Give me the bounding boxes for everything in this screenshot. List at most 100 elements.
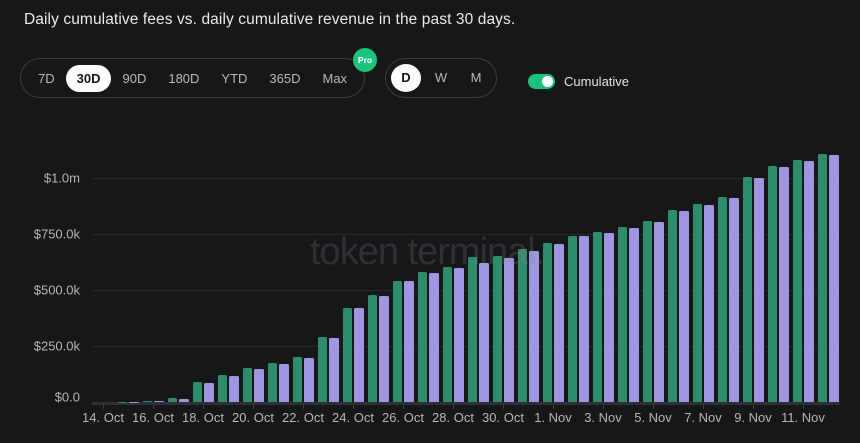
revenue-bar-4-nov[interactable] xyxy=(629,228,639,402)
x-tick-label: 5. Nov xyxy=(634,410,672,425)
revenue-bar-9-nov[interactable] xyxy=(754,178,764,402)
granularity-option-d[interactable]: D xyxy=(391,64,421,92)
fees-bar-5-nov[interactable] xyxy=(642,221,652,402)
x-tick xyxy=(803,404,804,409)
x-tick xyxy=(653,404,654,409)
x-tick xyxy=(453,404,454,409)
x-tick-label: 20. Oct xyxy=(232,410,274,425)
fees-bar-11-nov[interactable] xyxy=(792,160,802,402)
range-option-30d[interactable]: 30D xyxy=(65,64,112,92)
range-option-365d[interactable]: 365D xyxy=(258,65,311,92)
fees-bar-26-oct[interactable] xyxy=(392,280,402,402)
revenue-bar-23-oct[interactable] xyxy=(329,338,339,402)
fees-bar-22-oct[interactable] xyxy=(292,356,302,402)
x-tick xyxy=(353,404,354,409)
fees-bar-7-nov[interactable] xyxy=(692,203,702,402)
revenue-bar-28-oct[interactable] xyxy=(454,268,464,402)
fees-bar-23-oct[interactable] xyxy=(317,337,327,402)
plot-area xyxy=(92,142,840,402)
revenue-bar-19-oct[interactable] xyxy=(229,375,239,402)
fees-bar-16-oct[interactable] xyxy=(142,401,152,402)
y-tick-label: $500.0k xyxy=(33,282,80,298)
fees-bar-2-nov[interactable] xyxy=(567,235,577,402)
fees-bar-9-nov[interactable] xyxy=(742,177,752,402)
gridline xyxy=(92,234,840,235)
revenue-bar-11-nov[interactable] xyxy=(804,160,814,402)
pro-badge: Pro xyxy=(353,48,377,72)
revenue-bar-17-oct[interactable] xyxy=(179,399,189,402)
revenue-bar-18-oct[interactable] xyxy=(204,383,214,402)
x-tick-label: 16. Oct xyxy=(132,410,174,425)
x-tick-label: 30. Oct xyxy=(482,410,524,425)
revenue-bar-3-nov[interactable] xyxy=(604,233,614,402)
revenue-bar-22-oct[interactable] xyxy=(304,357,314,402)
cumulative-toggle[interactable] xyxy=(528,74,555,89)
fees-bar-8-nov[interactable] xyxy=(717,197,727,402)
revenue-bar-21-oct[interactable] xyxy=(279,363,289,402)
fees-bar-4-nov[interactable] xyxy=(617,227,627,402)
fees-bar-10-nov[interactable] xyxy=(767,166,777,402)
granularity-option-m[interactable]: M xyxy=(461,64,491,92)
range-option-90d[interactable]: 90D xyxy=(111,65,157,92)
y-tick-label: $0.0 xyxy=(54,389,80,405)
fees-bar-30-oct[interactable] xyxy=(492,255,502,402)
gridline xyxy=(92,178,840,179)
revenue-bar-2-nov[interactable] xyxy=(579,236,589,402)
x-tick xyxy=(403,404,404,409)
range-option-ytd[interactable]: YTD xyxy=(210,65,258,92)
range-option-180d[interactable]: 180D xyxy=(157,65,210,92)
revenue-bar-25-oct[interactable] xyxy=(379,295,389,402)
revenue-bar-6-nov[interactable] xyxy=(679,211,689,402)
x-tick xyxy=(303,404,304,409)
x-tick xyxy=(253,404,254,409)
revenue-bar-26-oct[interactable] xyxy=(404,281,414,402)
fees-bar-18-oct[interactable] xyxy=(192,382,202,402)
revenue-bar-8-nov[interactable] xyxy=(729,198,739,402)
fees-bar-6-nov[interactable] xyxy=(667,210,677,402)
x-axis-line xyxy=(92,402,840,405)
x-tick-label: 9. Nov xyxy=(734,410,772,425)
x-tick xyxy=(603,404,604,409)
revenue-bar-31-oct[interactable] xyxy=(529,250,539,402)
x-tick-label: 24. Oct xyxy=(332,410,374,425)
range-option-max[interactable]: Max xyxy=(312,65,359,92)
fees-bar-1-nov[interactable] xyxy=(542,243,552,402)
revenue-bar-1-nov[interactable] xyxy=(554,244,564,402)
fees-bar-28-oct[interactable] xyxy=(442,267,452,402)
fees-bar-19-oct[interactable] xyxy=(217,375,227,402)
x-tick-label: 7. Nov xyxy=(684,410,722,425)
revenue-bar-5-nov[interactable] xyxy=(654,222,664,402)
revenue-bar-7-nov[interactable] xyxy=(704,204,714,402)
granularity-option-w[interactable]: W xyxy=(426,64,456,92)
revenue-bar-29-oct[interactable] xyxy=(479,263,489,402)
fees-bar-20-oct[interactable] xyxy=(242,367,252,402)
revenue-bar-27-oct[interactable] xyxy=(429,273,439,402)
fees-bar-29-oct[interactable] xyxy=(467,256,477,402)
fees-bar-27-oct[interactable] xyxy=(417,271,427,402)
x-tick-label: 1. Nov xyxy=(534,410,572,425)
revenue-bar-16-oct[interactable] xyxy=(154,401,164,402)
fees-bar-21-oct[interactable] xyxy=(267,363,277,402)
x-tick xyxy=(503,404,504,409)
x-tick-label: 3. Nov xyxy=(584,410,622,425)
x-tick xyxy=(703,404,704,409)
x-tick xyxy=(553,404,554,409)
fees-bar-31-oct[interactable] xyxy=(517,249,527,402)
fees-bar-12-nov[interactable] xyxy=(817,154,827,402)
cumulative-toggle-wrap: Cumulative xyxy=(528,74,629,89)
x-tick-label: 14. Oct xyxy=(82,410,124,425)
revenue-bar-24-oct[interactable] xyxy=(354,308,364,402)
fees-bar-25-oct[interactable] xyxy=(367,294,377,402)
revenue-bar-10-nov[interactable] xyxy=(779,167,789,402)
fees-bar-3-nov[interactable] xyxy=(592,232,602,402)
fees-bar-24-oct[interactable] xyxy=(342,307,352,402)
x-tick-label: 18. Oct xyxy=(182,410,224,425)
range-option-7d[interactable]: 7D xyxy=(27,65,66,92)
x-tick xyxy=(753,404,754,409)
revenue-bar-30-oct[interactable] xyxy=(504,257,514,402)
fees-bar-17-oct[interactable] xyxy=(167,398,177,402)
revenue-bar-20-oct[interactable] xyxy=(254,368,264,402)
revenue-bar-12-nov[interactable] xyxy=(829,155,839,402)
